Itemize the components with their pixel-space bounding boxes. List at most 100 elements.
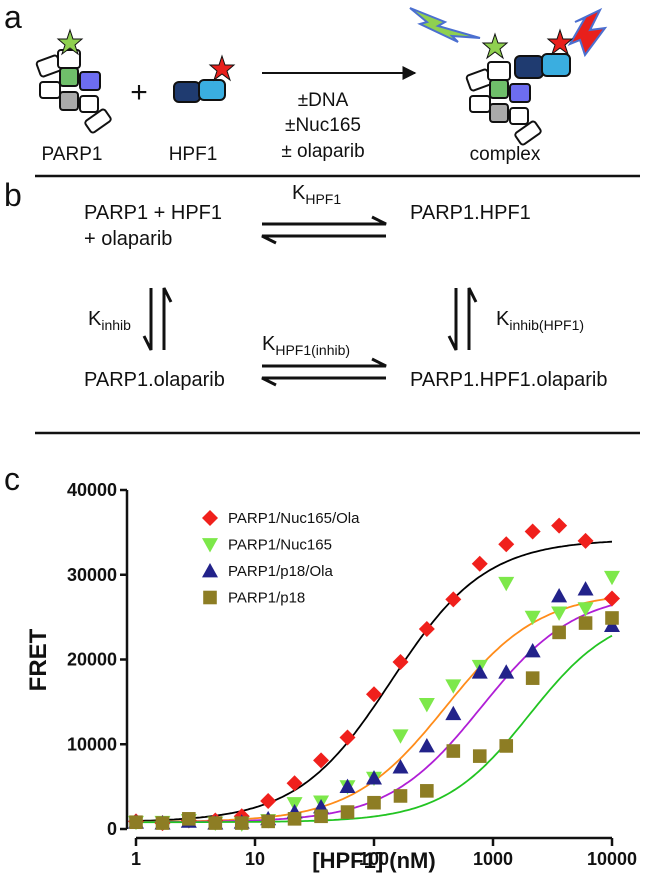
data-point [261,814,275,829]
data-point [525,671,540,685]
data-point [605,611,619,625]
parp1-label: PARP1 [42,144,103,165]
y-tick-label: 0 [107,819,117,839]
k-subscript: inhib [101,317,131,333]
data-point [498,664,515,679]
condition: ±Nuc165 [285,115,361,136]
data-point [129,815,143,830]
data-point [445,679,462,694]
hpf1-cartoon [173,54,236,103]
data-point [577,532,594,549]
data-point [498,576,515,592]
data-point [392,759,409,774]
k-subscript: HPF1 [305,191,341,207]
data-point [552,625,566,640]
state: PARP1 + HPF1 [84,202,222,224]
y-tick-label: 30000 [67,565,117,585]
x-axis-label: [HPF1] (nM) [312,848,435,873]
fit-curve [136,597,613,823]
data-point [366,770,382,785]
fit-curve [136,604,613,823]
legend-marker [202,563,218,578]
x-tick-label: 10 [245,849,265,869]
panel-a: a PARP1 + HPF1 ±DNA ±Nuc165 ± olaparib [4,0,608,165]
data-point [418,698,435,713]
x-tick-label: 100 [359,849,389,869]
data-point [524,523,541,540]
panel-b: b PARP1 + HPF1 + olaparib PARP1.HPF1 PAR… [4,177,608,391]
data-point [604,617,620,632]
data-point [339,778,356,794]
chart: 0 10000 20000 30000 40000 1 10 100 1000 10000 [HPF… [25,480,637,873]
legend-marker [203,590,217,605]
k-symbol: K [262,333,276,355]
state: PARP1.olaparib [84,369,225,391]
plus: + [130,76,148,109]
complex-label: complex [470,144,541,165]
data-point [472,749,487,763]
data-point [367,795,381,810]
data-point [340,805,355,819]
data-point [524,610,541,626]
rate-constant: Kinhib [88,308,131,333]
state: PARP1.HPF1.olaparib [410,369,608,391]
data-point [313,752,330,769]
data-point [604,590,620,607]
hpf1-label: HPF1 [169,144,218,165]
data-point [418,737,435,753]
condition: ± olaparib [281,141,364,162]
data-point [551,587,568,603]
x-tick-label: 1 [131,849,141,869]
rate-constant: Kinhib(HPF1) [496,308,584,333]
y-tick-label: 40000 [67,480,117,500]
data-point [286,775,303,792]
data-point [339,729,356,746]
data-point [604,570,620,586]
panel-label: a [4,0,22,35]
x-tick-label: 1000 [473,849,513,869]
data-point [420,784,434,798]
data-point [471,664,488,679]
rate-constant: KHPF1 [292,182,341,207]
state: PARP1.HPF1 [410,202,531,224]
legend-marker [202,510,218,526]
rate-constant: KHPF1(inhib) [262,333,350,358]
data-point [446,744,461,758]
panel-label: c [4,461,20,497]
data-point [471,555,488,572]
data-point [578,616,593,630]
data-point [418,620,435,637]
data-point [499,739,514,753]
data-point [182,812,196,826]
data-point [445,705,462,721]
panel-label: b [4,177,22,213]
complex-cartoon [409,7,608,146]
k-subscript: HPF1(inhib) [275,342,350,358]
x-tick-label: 10000 [587,849,637,869]
data-point [577,581,594,596]
data-point [577,602,594,617]
k-symbol: K [496,308,510,330]
legend-label: PARP1/Nuc165 [228,537,332,554]
data-point [551,606,568,621]
y-axis-label: FRET [25,628,52,691]
condition: ±DNA [298,90,349,111]
data-point [393,789,408,803]
legend-label: PARP1/p18/Ola [228,563,333,580]
parp1-cartoon [35,28,112,134]
data-point [260,793,277,810]
data-point [314,809,328,824]
data-point [445,591,462,608]
data-point [392,729,409,744]
data-point [287,812,302,826]
data-point [498,536,515,553]
data-point [551,517,568,534]
y-tick-label: 20000 [67,650,117,670]
state: + olaparib [84,228,172,250]
legend-marker [202,538,218,553]
data-point [208,816,223,830]
data-point [155,816,170,830]
k-symbol: K [88,308,102,330]
k-subscript: inhib(HPF1) [509,317,584,333]
